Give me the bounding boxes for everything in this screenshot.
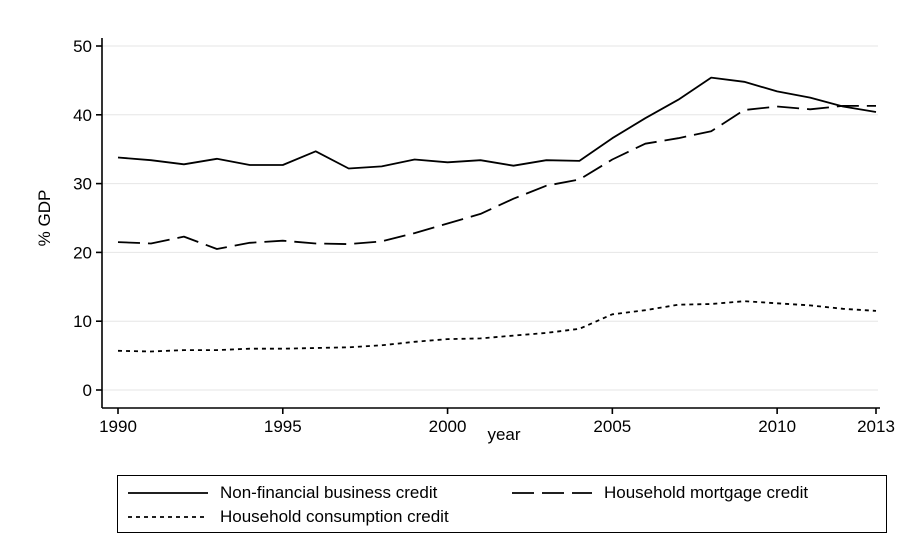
legend-label-consumption: Household consumption credit	[220, 507, 449, 526]
y-axis-title: % GDP	[35, 190, 54, 247]
legend-key-mortgage	[512, 492, 592, 494]
chart-frame: 0 10 20 30 40 50 1990 1995 2000 2005 2010 2013 year%…	[6, 16, 899, 533]
y-tick-label: 10	[73, 312, 92, 331]
y-tick-label: 50	[73, 37, 92, 56]
legend-label-mortgage: Household mortgage credit	[604, 483, 809, 502]
x-tick-label: 2000	[429, 417, 467, 436]
x-tick-label: 2013	[857, 417, 895, 436]
legend-key-business	[128, 492, 208, 494]
legend-item-consumption: Household consumption credit	[126, 506, 449, 528]
y-tick-label: 30	[73, 175, 92, 194]
y-tick-label: 20	[73, 243, 92, 262]
series-line-consumption-credit	[117, 300, 877, 353]
y-tick-label: 0	[83, 381, 92, 400]
y-tick-label: 40	[73, 106, 92, 125]
series-line-mortgage-credit	[117, 105, 876, 250]
legend-item-business: Non-financial business credit	[126, 482, 437, 504]
x-tick-label: 2005	[593, 417, 631, 436]
legend-item-mortgage: Household mortgage credit	[510, 482, 808, 504]
x-axis-title: year	[487, 425, 520, 444]
legend-label-business: Non-financial business credit	[220, 483, 438, 502]
line-chart: 0 10 20 30 40 50 1990 1995 2000 2005 2010 2013 year%…	[35, 37, 895, 444]
chart-legend: Non-financial business credit Household …	[117, 475, 887, 533]
x-tick-label: 1995	[264, 417, 302, 436]
x-tick-label: 1990	[99, 417, 137, 436]
series-line-business-credit	[117, 76, 877, 170]
legend-key-consumption	[128, 516, 208, 518]
x-tick-label: 2010	[758, 417, 796, 436]
